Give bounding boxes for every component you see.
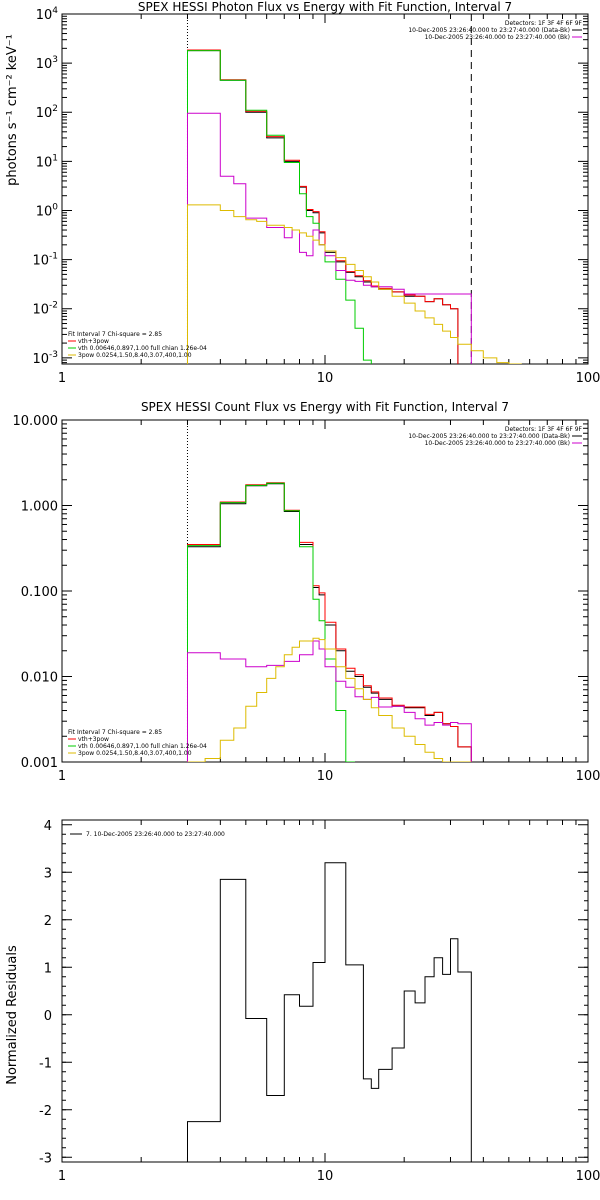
y-tick-label: 10-2	[32, 301, 58, 318]
y-axis-label: Normalized Residuals	[5, 945, 20, 1085]
series-data-bk	[187, 483, 472, 762]
series-vth	[187, 482, 355, 762]
series-group	[187, 49, 522, 364]
y-tick-label: -1	[39, 1056, 52, 1071]
y-tick-label: 0.001	[21, 756, 58, 771]
legend-left-entry: Fit Interval 7 Chi-square = 2.85	[68, 331, 162, 338]
x-tick-label: 100	[576, 371, 600, 386]
y-tick-label: 0	[44, 1009, 52, 1024]
series-data-bk	[187, 50, 459, 364]
y-tick-label: -3	[39, 1151, 52, 1166]
plot-frame	[61, 419, 589, 763]
series-7	[187, 862, 472, 1162]
legend-left-entry: vth+3pow	[78, 736, 109, 743]
legend-right-entry: Detectors: 1F 3F 4F 6F 9F	[505, 20, 583, 27]
x-tick-label: 10	[317, 769, 334, 784]
y-tick-label: 0.100	[21, 585, 58, 600]
legend-right-entry: 10-Dec-2005 23:26:40.000 to 23:27:40.000…	[425, 34, 570, 41]
y-tick-label: 10-3	[32, 350, 58, 367]
y-tick-label: 4	[44, 819, 52, 834]
y-tick-label: -2	[39, 1104, 52, 1119]
series-group	[187, 482, 472, 762]
series-vth	[187, 50, 372, 364]
chart-title: SPEX HESSI Photon Flux vs Energy with Fi…	[138, 0, 512, 14]
series-vth-3pow	[187, 49, 459, 364]
series-bk	[187, 112, 472, 364]
count-flux-panel: SPEX HESSI Count Flux vs Energy with Fit…	[13, 400, 600, 784]
x-tick-label: 1	[58, 769, 66, 784]
x-tick-label: 100	[576, 769, 600, 784]
x-tick-label: 1	[58, 1169, 66, 1184]
y-tick-label: 100	[36, 202, 59, 219]
legend-left-entry: vth 0.00646,0.897,1.00 full chian 1.26e-…	[78, 743, 207, 750]
series-3pow	[187, 637, 472, 762]
y-tick-label: 102	[36, 104, 58, 121]
chart-title: SPEX HESSI Count Flux vs Energy with Fit…	[141, 400, 509, 414]
y-axis-label: photons s⁻¹ cm⁻² keV⁻¹	[5, 34, 20, 186]
legend-left-entry: 3pow 0.0254,1.50,8.40,3.07,400,1.00	[78, 352, 192, 359]
y-tick-label: 1.000	[21, 500, 58, 515]
legend-left-entry: 3pow 0.0254,1.50,8.40,3.07,400,1.00	[78, 750, 192, 757]
y-tick-label: 10.000	[13, 414, 59, 429]
legend-left-entry: vth 0.00646,0.897,1.00 full chian 1.26e-…	[78, 345, 207, 352]
y-tick-label: 2	[44, 914, 52, 929]
y-tick-label: 0.010	[21, 671, 58, 686]
x-tick-label: 100	[576, 1169, 600, 1184]
y-tick-label: 10-1	[32, 252, 58, 269]
y-tick-label: 1	[44, 961, 52, 976]
series-3pow	[187, 204, 522, 364]
x-tick-label: 10	[317, 371, 334, 386]
legend-left-entry: Fit Interval 7 Chi-square = 2.85	[68, 729, 162, 736]
x-tick-label: 10	[317, 1169, 334, 1184]
series-group	[187, 862, 472, 1162]
legend-right-entry: Detectors: 1F 3F 4F 6F 9F	[505, 426, 583, 433]
series-bk	[187, 640, 472, 762]
legend-left-entry: 7. 10-Dec-2005 23:26:40.000 to 23:27:40.…	[86, 831, 225, 838]
y-tick-label: 104	[36, 6, 59, 23]
x-tick-label: 1	[58, 371, 66, 386]
photon-flux-panel: SPEX HESSI Photon Flux vs Energy with Fi…	[5, 0, 600, 386]
y-tick-label: 3	[44, 866, 52, 881]
series-vth-3pow	[187, 482, 472, 762]
legend-right-entry: 10-Dec-2005 23:26:40.000 to 23:27:40.000…	[425, 440, 570, 447]
y-tick-label: 103	[36, 55, 58, 72]
legend-left-entry: vth+3pow	[78, 338, 109, 345]
y-tick-label: 101	[36, 153, 58, 170]
legend-right-entry: 10-Dec-2005 23:26:40.000 to 23:27:40.000…	[408, 433, 570, 440]
plot-frame	[61, 13, 589, 365]
legend-right-entry: 10-Dec-2005 23:26:40.000 to 23:27:40.000…	[408, 27, 570, 34]
